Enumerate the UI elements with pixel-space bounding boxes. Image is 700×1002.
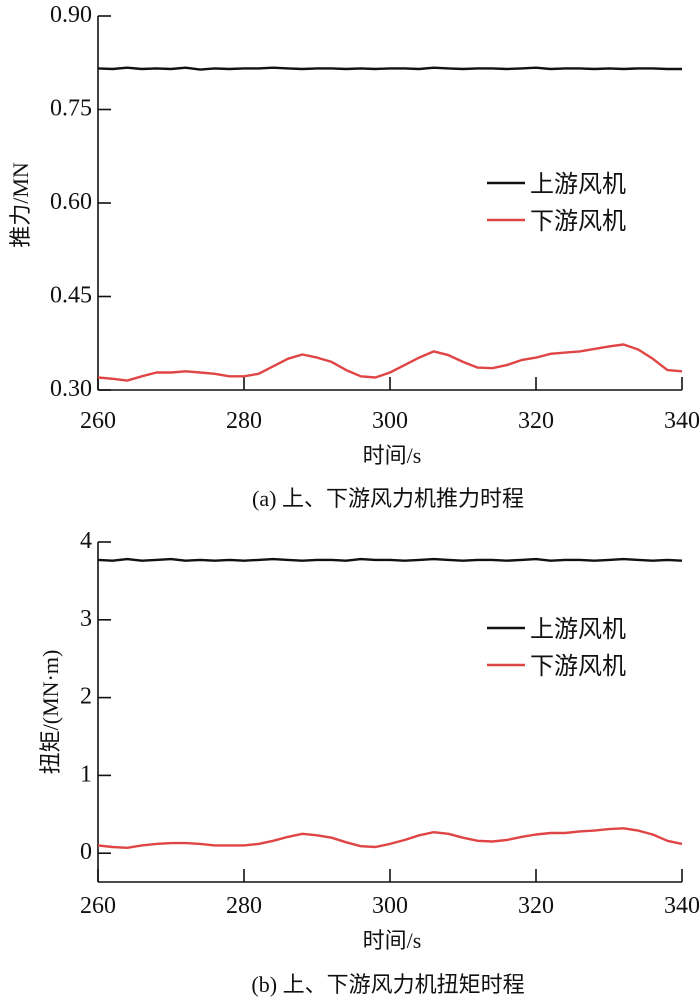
y-tick-label: 0.75: [50, 96, 92, 122]
chart-panel-a: 0.30 0.45 0.60 0.75 0.90 260 280 300 320 340 时间/s 推…: [8, 2, 700, 511]
legend-label: 下游风机: [530, 208, 626, 235]
series-line-downstream: [97, 343, 683, 382]
x-tick-label: 340: [664, 408, 700, 434]
y-tick-label: 2: [80, 684, 92, 710]
x-tick-label: 260: [80, 893, 116, 919]
x-tick-label: 280: [226, 408, 262, 434]
series-line-downstream: [97, 827, 683, 849]
y-tick-label: 0: [80, 839, 92, 865]
y-axis-label: 扭矩/(MN·m): [38, 650, 63, 775]
y-axis-label: 推力/MN: [8, 162, 33, 248]
y-tick-label: 0.30: [50, 376, 92, 402]
x-axis-label: 时间/s: [363, 443, 422, 468]
y-tick-label: 0.45: [50, 283, 92, 309]
series-line-upstream: [97, 66, 682, 71]
legend-label: 上游风机: [530, 616, 626, 643]
chart-caption: (b) 上、下游风力机扭矩时程: [251, 972, 524, 997]
y-tick-label: 1: [80, 761, 92, 787]
chart-panel-b: 0 1 2 3 4 260 280 300 320 340 时间/s 扭矩/(MN·m) (b) 上、下…: [38, 528, 700, 997]
x-axis-label: 时间/s: [363, 928, 422, 953]
chart-caption: (a) 上、下游风力机推力时程: [252, 486, 524, 511]
x-tick-label: 340: [664, 893, 700, 919]
y-tick-label: 0.90: [50, 2, 92, 28]
y-tick-label: 4: [80, 528, 92, 554]
legend-label: 下游风机: [530, 653, 626, 680]
y-tick-label: 3: [80, 606, 92, 632]
y-tick-label: 0.60: [50, 189, 92, 215]
legend-label: 上游风机: [530, 171, 626, 198]
x-tick-label: 260: [80, 408, 116, 434]
x-tick-label: 320: [518, 408, 554, 434]
x-tick-label: 280: [226, 893, 262, 919]
x-tick-label: 300: [372, 408, 408, 434]
x-tick-label: 320: [518, 893, 554, 919]
x-tick-label: 300: [372, 893, 408, 919]
